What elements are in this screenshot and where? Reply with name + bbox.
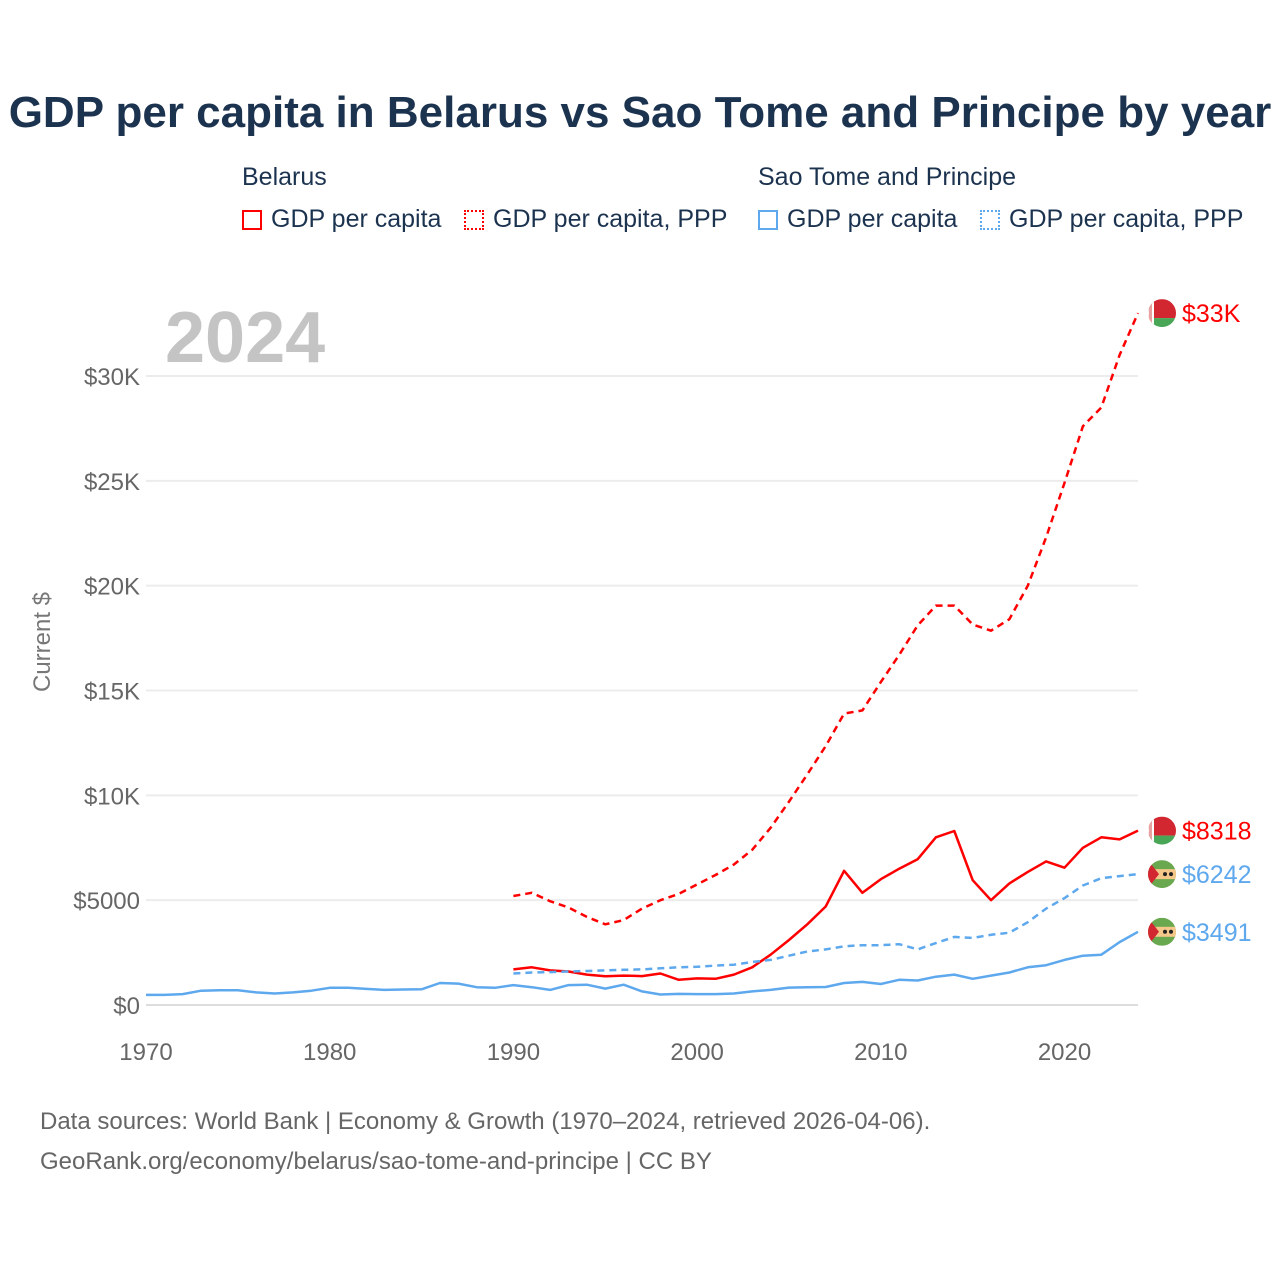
flag-yellow-band — [1148, 926, 1176, 937]
flag-yellow-band — [1148, 869, 1176, 880]
sao-tome-flag-icon — [1148, 860, 1176, 889]
flag-red-band — [1148, 816, 1176, 836]
legend-group-sao-tome: Sao Tome and Principe — [758, 163, 1017, 191]
flag-star — [1169, 929, 1173, 934]
end-value-label: $33K — [1182, 300, 1241, 328]
legend-swatch-dotted-icon — [980, 209, 1000, 230]
flag-body — [1148, 816, 1176, 845]
end-value-label: $6242 — [1182, 861, 1252, 889]
y-axis-label: Current $ — [29, 592, 56, 692]
flag-red-band — [1148, 299, 1176, 319]
legend-label: GDP per capita, PPP — [1009, 205, 1244, 233]
x-tick-label: 2000 — [670, 1039, 723, 1066]
end-value-label: $3491 — [1182, 919, 1252, 947]
flag-star — [1163, 872, 1167, 877]
legend-label: GDP per capita — [271, 205, 442, 233]
flag-body — [1148, 860, 1176, 889]
x-tick-label: 2020 — [1038, 1039, 1091, 1066]
x-tick-label: 1970 — [119, 1039, 172, 1066]
legend-item-belarus-gdp[interactable]: GDP per capita — [242, 205, 441, 234]
flag-body — [1148, 917, 1176, 946]
flag-green-band — [1148, 835, 1176, 845]
series-line-sao-tome-and-principe-gdp-per-capita — [146, 930, 1139, 997]
legend-label: GDP per capita — [787, 205, 958, 233]
chart-title: GDP per capita in Belarus vs Sao Tome an… — [8, 88, 1272, 137]
legend-item-sao-tome-gdp[interactable]: GDP per capita — [758, 205, 957, 234]
y-tick-label: $30K — [84, 364, 140, 391]
sao-tome-flag-icon — [1148, 917, 1176, 946]
x-tick-label: 1980 — [303, 1039, 356, 1066]
y-tick-label: $10K — [84, 783, 140, 810]
flag-star — [1169, 872, 1173, 877]
flag-ornament-pattern — [1149, 299, 1152, 328]
legend-item-belarus-ppp[interactable]: GDP per capita, PPP — [464, 205, 727, 234]
x-tick-label: 1990 — [487, 1039, 540, 1066]
year-watermark: 2024 — [165, 298, 325, 378]
belarus-flag-icon — [1148, 299, 1176, 328]
series-line-belarus-gdp-per-capita-ppp — [513, 312, 1140, 926]
flag-red-triangle — [1148, 860, 1159, 889]
legend-item-sao-tome-ppp[interactable]: GDP per capita, PPP — [980, 205, 1243, 234]
x-tick-label: 2010 — [854, 1039, 907, 1066]
legend-label: GDP per capita, PPP — [493, 205, 728, 233]
end-value-label: $8318 — [1182, 818, 1252, 846]
y-tick-label: $15K — [84, 679, 140, 706]
flag-star — [1163, 929, 1167, 934]
legend-swatch-solid-icon — [242, 209, 262, 230]
y-tick-label: $0 — [113, 993, 140, 1020]
legend-swatch-dotted-icon — [464, 209, 484, 230]
y-tick-label: $20K — [84, 574, 140, 601]
series-line-belarus-gdp-per-capita — [513, 829, 1139, 982]
flag-red-triangle — [1148, 917, 1159, 946]
belarus-flag-icon — [1148, 816, 1176, 845]
y-tick-label: $5000 — [73, 888, 140, 915]
legend-swatch-solid-icon — [758, 209, 778, 230]
source-line-1: Data sources: World Bank | Economy & Gro… — [40, 1108, 931, 1135]
flag-ornament-pattern — [1149, 816, 1152, 845]
series-line-sao-tome-and-principe-gdp-per-capita-ppp — [513, 872, 1139, 975]
flag-green-band — [1148, 318, 1176, 328]
legend-group-belarus: Belarus — [242, 163, 327, 191]
source-line-2: GeoRank.org/economy/belarus/sao-tome-and… — [40, 1148, 712, 1175]
y-tick-label: $25K — [84, 469, 140, 496]
flag-body — [1148, 299, 1176, 328]
